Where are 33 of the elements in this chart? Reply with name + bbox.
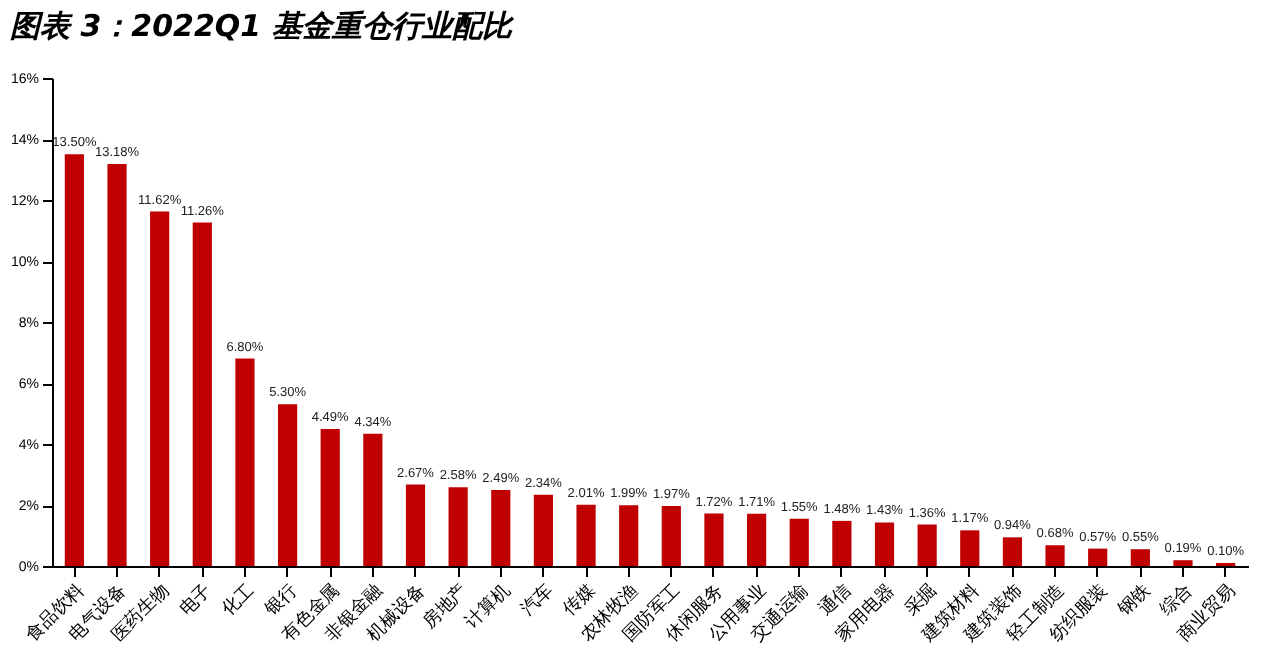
bar bbox=[576, 504, 596, 566]
bar bbox=[704, 513, 724, 566]
bar bbox=[64, 154, 84, 566]
bar bbox=[874, 522, 895, 566]
bar bbox=[960, 530, 980, 566]
bar bbox=[789, 518, 809, 566]
bar bbox=[405, 484, 426, 566]
bar bbox=[235, 358, 255, 566]
bar bbox=[448, 487, 468, 566]
bar bbox=[1045, 545, 1065, 566]
bar bbox=[1173, 560, 1193, 566]
x-tick-label: 汽车 bbox=[516, 579, 558, 621]
bar bbox=[832, 520, 852, 566]
x-tick-label: 计算机 bbox=[461, 579, 515, 634]
bar bbox=[917, 524, 937, 566]
x-tick-label: 化工 bbox=[218, 579, 260, 621]
bar bbox=[150, 211, 170, 566]
bar bbox=[747, 513, 767, 566]
bar bbox=[107, 164, 127, 566]
bar bbox=[192, 222, 212, 566]
bar bbox=[1130, 549, 1150, 566]
bar bbox=[533, 494, 553, 566]
bar bbox=[1002, 537, 1023, 566]
x-tick-label: 电子 bbox=[175, 579, 217, 621]
bar bbox=[491, 490, 511, 566]
bar bbox=[277, 404, 298, 566]
x-tick-label: 钢铁 bbox=[1112, 579, 1155, 623]
bar bbox=[1088, 548, 1108, 566]
bar bbox=[619, 505, 639, 566]
bar bbox=[661, 505, 681, 566]
chart-title: 图表 3：2022Q1 基金重仓行业配比 bbox=[9, 8, 516, 44]
bar bbox=[363, 433, 383, 566]
bar bbox=[320, 429, 340, 566]
